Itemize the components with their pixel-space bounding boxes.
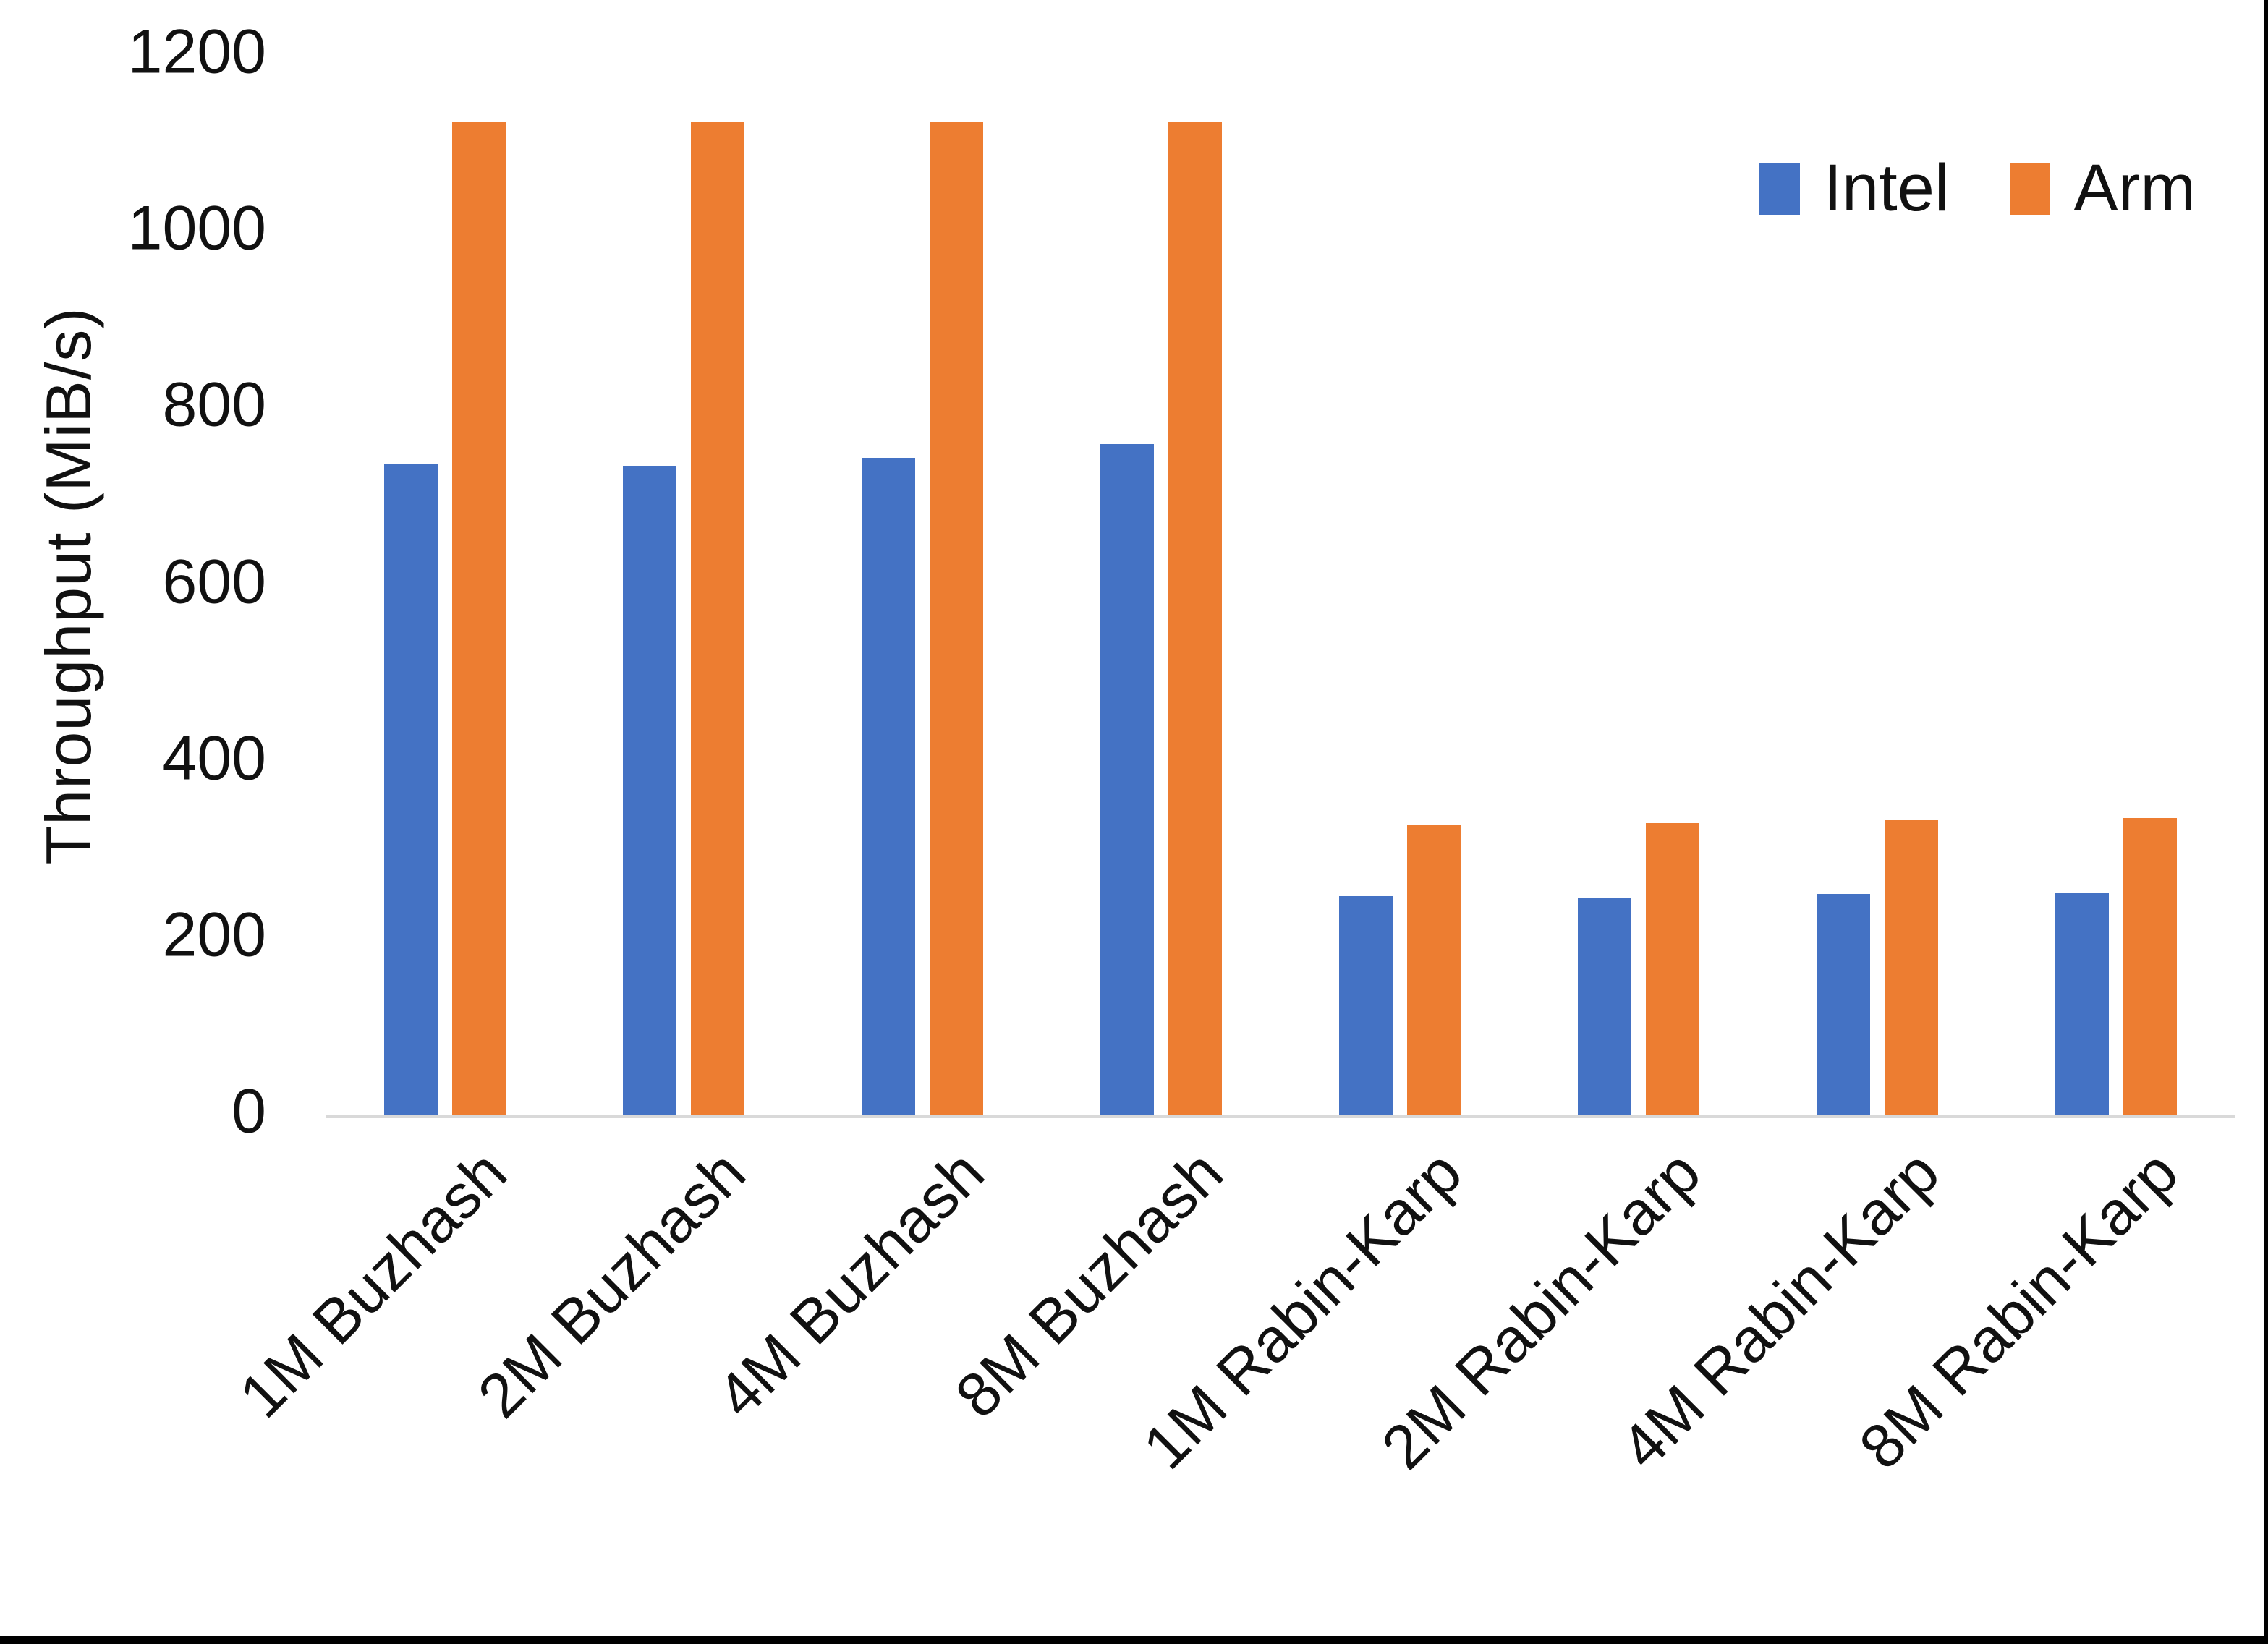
- bar-intel-1m-buzhash: [384, 464, 438, 1115]
- bar-arm-8m-rabin-karp: [2123, 817, 2177, 1115]
- bar-arm-2m-rabin-karp: [1646, 823, 1699, 1115]
- bar-arm-8m-buzhash: [1168, 122, 1222, 1115]
- bar-intel-8m-buzhash: [1100, 444, 1154, 1115]
- bar-intel-4m-buzhash: [862, 457, 915, 1115]
- y-tick-label-0: 0: [232, 1076, 266, 1146]
- bar-intel-2m-buzhash: [623, 465, 676, 1115]
- border-bottom: [0, 1636, 2268, 1644]
- legend-swatch-arm: [2010, 162, 2051, 215]
- y-tick-label-200: 200: [162, 900, 267, 970]
- bar-arm-1m-rabin-karp: [1407, 825, 1461, 1115]
- bar-intel-4m-rabin-karp: [1817, 893, 1870, 1115]
- bar-arm-4m-buzhash: [930, 122, 983, 1115]
- legend: Intel Arm: [1759, 150, 2196, 226]
- y-tick-label-400: 400: [162, 723, 267, 793]
- legend-entry-intel: Intel: [1759, 150, 1949, 226]
- legend-label-intel: Intel: [1823, 151, 1950, 225]
- bar-intel-2m-rabin-karp: [1578, 897, 1631, 1115]
- legend-entry-arm: Arm: [2010, 150, 2196, 226]
- bar-intel-8m-rabin-karp: [2055, 893, 2109, 1115]
- x-axis-line: [326, 1115, 2235, 1118]
- bar-intel-1m-rabin-karp: [1339, 896, 1393, 1115]
- y-tick-label-1200: 1200: [127, 17, 266, 87]
- bar-arm-2m-buzhash: [691, 122, 744, 1115]
- y-tick-label-1000: 1000: [127, 193, 266, 263]
- bar-arm-4m-rabin-karp: [1885, 820, 1938, 1115]
- border-right: [2264, 0, 2268, 1644]
- bar-arm-1m-buzhash: [452, 122, 506, 1115]
- legend-swatch-intel: [1759, 162, 1801, 215]
- y-tick-label-800: 800: [162, 370, 267, 440]
- y-tick-label-600: 600: [162, 547, 267, 617]
- legend-label-arm: Arm: [2073, 151, 2196, 225]
